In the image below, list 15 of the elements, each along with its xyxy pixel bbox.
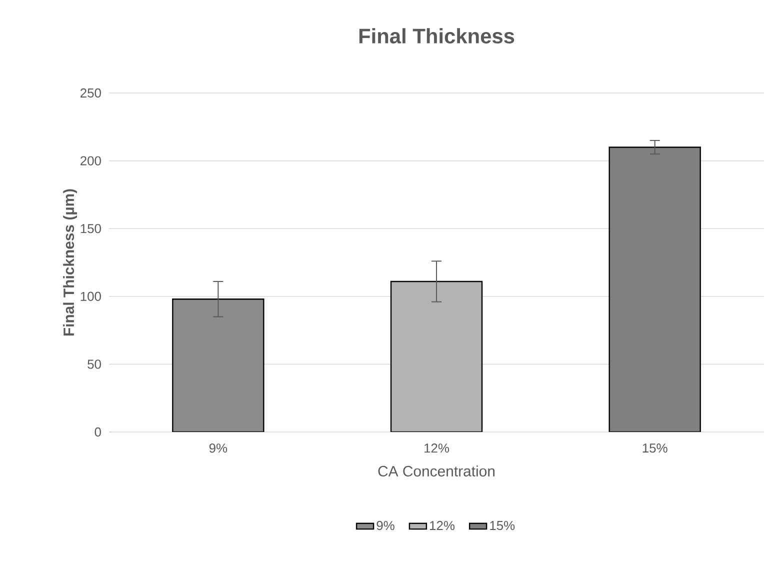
y-tick-label: 250 (80, 88, 101, 98)
y-tick-label: 150 (80, 224, 101, 234)
x-tick-label: 15% (642, 444, 668, 453)
x-axis-title: CA Concentration (378, 466, 494, 476)
y-tick-label: 0 (94, 427, 101, 437)
y-tick-label: 200 (80, 156, 101, 166)
chart-title: Final Thickness (359, 28, 514, 44)
legend-label: 15% (490, 520, 515, 530)
legend-label: 12% (430, 520, 455, 530)
y-axis-title: Final Thickness (µm) (63, 189, 78, 336)
x-tick-label: 9% (209, 444, 228, 453)
y-tick-label: 100 (80, 292, 101, 301)
legend-label: 9% (376, 520, 394, 530)
y-tick-label: 50 (88, 360, 101, 369)
x-tick-label: 12% (424, 444, 450, 453)
